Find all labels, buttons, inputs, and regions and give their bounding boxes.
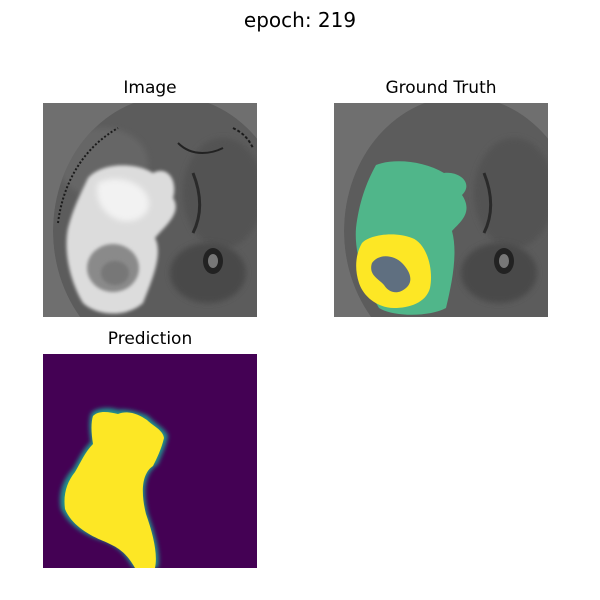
figure-title: epoch: 219 [243, 8, 357, 32]
ground-truth-panel-title: Ground Truth [385, 78, 497, 98]
prediction-panel [43, 354, 257, 568]
prediction-panel-title: Prediction [107, 329, 193, 349]
mri-image-panel [43, 103, 257, 317]
prediction-heatmap [43, 354, 257, 568]
mri-image [43, 103, 257, 317]
image-panel-title: Image [123, 78, 177, 98]
ground-truth-overlay-image [334, 103, 548, 317]
ground-truth-panel [334, 103, 548, 317]
